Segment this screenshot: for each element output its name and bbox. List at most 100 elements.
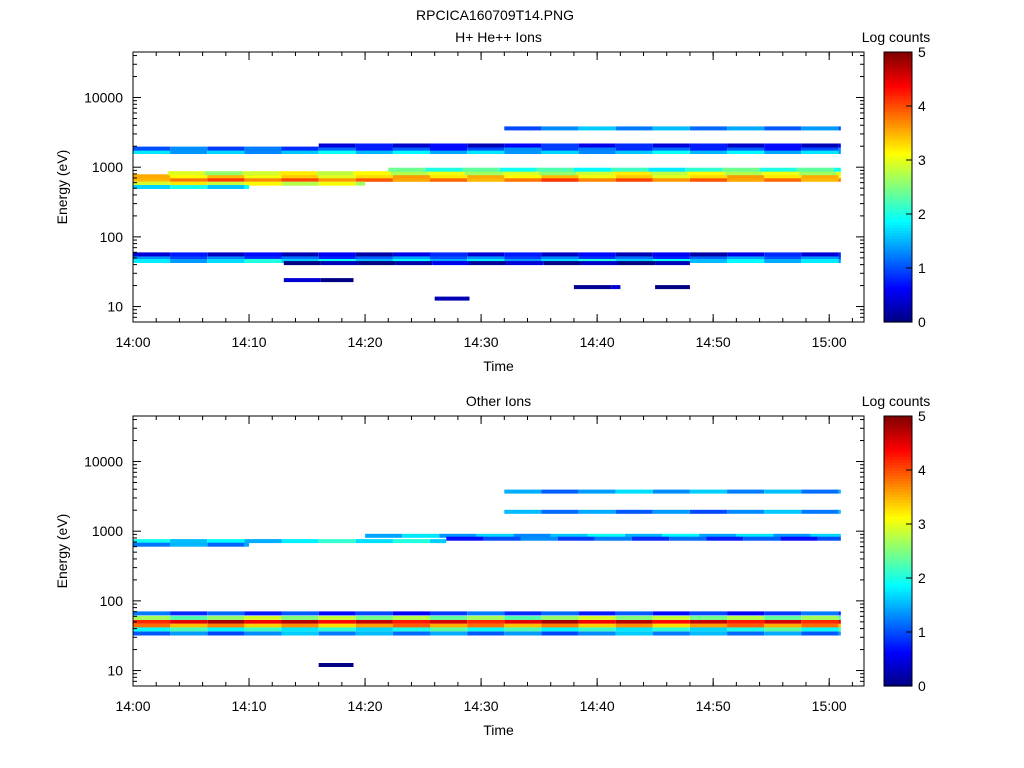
heatmap-cell [392, 611, 430, 616]
heatmap-cell [541, 619, 579, 624]
heatmap-cell [580, 261, 618, 266]
colorbar-step [884, 241, 912, 245]
heatmap-cell [652, 177, 690, 182]
heatmap-cell [764, 611, 802, 616]
heatmap-cell [430, 146, 468, 151]
heatmap-cell [817, 536, 841, 541]
heatmap-cell [799, 171, 837, 176]
heatmap-cell [618, 261, 656, 266]
colorbar-step [884, 313, 912, 318]
heatmap-cell [170, 619, 208, 624]
colorbar-step [884, 262, 912, 266]
heatmap-cell [578, 146, 616, 151]
heatmap-cell [557, 536, 595, 541]
heatmap-cell [727, 615, 765, 620]
colorbar-step [884, 76, 912, 80]
x-tick-label: 14:50 [696, 334, 731, 350]
heatmap-cell [207, 146, 245, 151]
colorbar-step [884, 650, 912, 655]
heatmap-cell [652, 174, 690, 179]
colorbar-label: Log counts [862, 393, 931, 409]
heatmap-cell [244, 146, 282, 151]
heatmap-cell [467, 611, 505, 616]
heatmap-cell [543, 261, 581, 266]
heatmap-cell [244, 185, 249, 189]
heatmap-cell [727, 489, 765, 494]
heatmap-cell [838, 615, 841, 620]
heatmap-cell [467, 627, 505, 632]
heatmap-cell [207, 611, 245, 616]
colorbar-step [884, 416, 912, 420]
colorbar-step [884, 187, 912, 191]
heatmap-cell [801, 150, 839, 154]
heatmap-cell [541, 252, 579, 257]
colorbar-step [884, 556, 912, 560]
colorbar-step [884, 440, 912, 444]
colorbar-step [884, 432, 912, 436]
heatmap-cell [838, 619, 841, 624]
colorbar-step [884, 610, 912, 614]
heatmap-cell [690, 146, 728, 151]
heatmap-cell [170, 259, 208, 263]
heatmap-cell [204, 171, 242, 176]
heatmap-cell [773, 533, 811, 538]
colorbar-step [884, 178, 912, 183]
colorbar-step [884, 526, 912, 530]
heatmap-cell [430, 150, 468, 154]
colorbar-step [884, 567, 912, 571]
heatmap-cell [801, 146, 839, 151]
colorbar-step [884, 618, 912, 622]
heatmap-cell [652, 623, 690, 628]
heatmap-cell [541, 631, 579, 636]
heatmap-cell [430, 615, 468, 620]
y-tick-label: 1000 [92, 523, 123, 539]
heatmap-cell [170, 146, 208, 151]
heatmap-cell [467, 619, 505, 624]
heatmap-cell [504, 259, 542, 263]
heatmap-cell [279, 171, 317, 176]
heatmap-cell [724, 171, 762, 176]
colorbar-step [884, 111, 912, 115]
colorbar-step [884, 286, 912, 291]
heatmap-cell [727, 174, 765, 179]
colorbar-step [884, 70, 912, 75]
colorbar-step [884, 497, 912, 501]
heatmap-cell [838, 259, 841, 263]
colorbar-step [884, 138, 912, 142]
x-tick-label: 15:00 [812, 334, 847, 350]
heatmap-cell [318, 539, 356, 544]
heatmap-cell [541, 623, 579, 628]
heatmap-cell [355, 259, 393, 263]
colorbar-step [884, 626, 912, 630]
heatmap-cell [652, 489, 690, 494]
colorbar-step [884, 505, 912, 509]
colorbar-step [884, 472, 912, 476]
x-axis-label: Time [483, 358, 514, 374]
colorbar-step [884, 208, 912, 212]
heatmap-cell [611, 167, 649, 172]
heatmap-cell [133, 259, 171, 263]
colorbar-step [884, 486, 912, 490]
heatmap-cell [355, 539, 393, 544]
heatmap-cell [170, 150, 208, 154]
colorbar-step [884, 443, 912, 447]
heatmap-cell [615, 126, 653, 131]
heatmap-cell [690, 255, 728, 260]
colorbar-step [884, 623, 912, 628]
heatmap-cell [244, 619, 282, 624]
heatmap-cell [392, 150, 430, 154]
colorbar-step [884, 295, 912, 299]
heatmap-cell [244, 177, 282, 182]
heatmap-cell [170, 611, 208, 616]
heatmap-cell [281, 146, 319, 151]
heatmap-cell [655, 285, 690, 290]
heatmap-cell [541, 126, 579, 131]
heatmap-cell [801, 174, 839, 179]
heatmap-cell [801, 619, 839, 624]
heatmap-cell [838, 150, 841, 154]
heatmap-cell [170, 542, 208, 547]
colorbar-step [884, 162, 912, 166]
x-tick-label: 15:00 [812, 698, 847, 714]
heatmap-cell [427, 171, 465, 176]
heatmap-cell [392, 623, 430, 628]
